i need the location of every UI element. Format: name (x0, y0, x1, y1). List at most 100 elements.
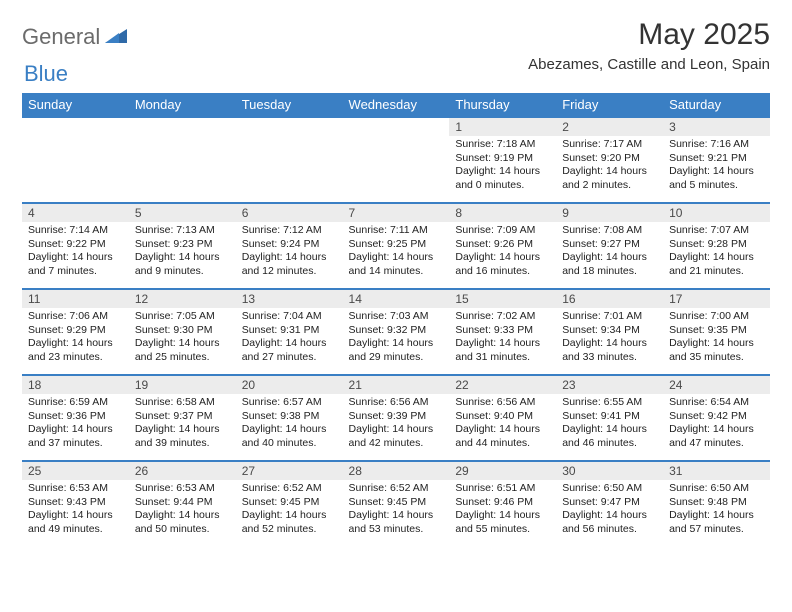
day-line: Sunset: 9:39 PM (349, 410, 444, 424)
day-line: Sunset: 9:31 PM (242, 324, 337, 338)
day-data: Sunrise: 6:54 AMSunset: 9:42 PMDaylight:… (663, 394, 770, 455)
day-data: Sunrise: 7:11 AMSunset: 9:25 PMDaylight:… (343, 222, 450, 283)
day-line: Sunset: 9:28 PM (669, 238, 764, 252)
day-line: Daylight: 14 hours (135, 509, 230, 523)
day-data: Sunrise: 7:06 AMSunset: 9:29 PMDaylight:… (22, 308, 129, 369)
day-line: Sunrise: 6:52 AM (349, 482, 444, 496)
day-line: Sunrise: 7:08 AM (562, 224, 657, 238)
day-line: Daylight: 14 hours (242, 251, 337, 265)
location: Abezames, Castille and Leon, Spain (528, 56, 770, 73)
day-number: 8 (449, 204, 556, 222)
day-number: 15 (449, 290, 556, 308)
day-cell: 30Sunrise: 6:50 AMSunset: 9:47 PMDayligh… (556, 461, 663, 547)
day-line: Sunrise: 6:53 AM (28, 482, 123, 496)
day-data: Sunrise: 7:16 AMSunset: 9:21 PMDaylight:… (663, 136, 770, 197)
day-line: Daylight: 14 hours (349, 251, 444, 265)
day-number: 27 (236, 462, 343, 480)
week-row: 18Sunrise: 6:59 AMSunset: 9:36 PMDayligh… (22, 375, 770, 461)
day-header: Tuesday (236, 93, 343, 117)
calendar-table: Sunday Monday Tuesday Wednesday Thursday… (22, 93, 770, 547)
day-line: Daylight: 14 hours (455, 423, 550, 437)
day-line: Sunset: 9:41 PM (562, 410, 657, 424)
day-line: and 46 minutes. (562, 437, 657, 451)
day-line: Daylight: 14 hours (349, 509, 444, 523)
day-line: Sunrise: 6:56 AM (455, 396, 550, 410)
day-line: Daylight: 14 hours (242, 509, 337, 523)
day-line: Daylight: 14 hours (562, 251, 657, 265)
calendar-body: 1Sunrise: 7:18 AMSunset: 9:19 PMDaylight… (22, 117, 770, 547)
day-cell: 17Sunrise: 7:00 AMSunset: 9:35 PMDayligh… (663, 289, 770, 375)
day-line: Daylight: 14 hours (28, 251, 123, 265)
day-line: Sunrise: 7:14 AM (28, 224, 123, 238)
day-line: and 5 minutes. (669, 179, 764, 193)
day-cell: 18Sunrise: 6:59 AMSunset: 9:36 PMDayligh… (22, 375, 129, 461)
day-number: 7 (343, 204, 450, 222)
day-cell: 8Sunrise: 7:09 AMSunset: 9:26 PMDaylight… (449, 203, 556, 289)
day-data: Sunrise: 6:55 AMSunset: 9:41 PMDaylight:… (556, 394, 663, 455)
day-line: Daylight: 14 hours (669, 165, 764, 179)
day-cell: 9Sunrise: 7:08 AMSunset: 9:27 PMDaylight… (556, 203, 663, 289)
day-line: Sunset: 9:19 PM (455, 152, 550, 166)
day-line: Daylight: 14 hours (562, 509, 657, 523)
day-number: 3 (663, 118, 770, 136)
day-data: Sunrise: 7:00 AMSunset: 9:35 PMDaylight:… (663, 308, 770, 369)
day-line: Sunrise: 7:03 AM (349, 310, 444, 324)
day-cell: 14Sunrise: 7:03 AMSunset: 9:32 PMDayligh… (343, 289, 450, 375)
day-data: Sunrise: 6:58 AMSunset: 9:37 PMDaylight:… (129, 394, 236, 455)
day-data: Sunrise: 6:59 AMSunset: 9:36 PMDaylight:… (22, 394, 129, 455)
day-line: and 27 minutes. (242, 351, 337, 365)
day-number: 28 (343, 462, 450, 480)
day-line: Daylight: 14 hours (669, 251, 764, 265)
day-line: and 57 minutes. (669, 523, 764, 537)
day-cell: 15Sunrise: 7:02 AMSunset: 9:33 PMDayligh… (449, 289, 556, 375)
day-line: and 7 minutes. (28, 265, 123, 279)
day-line: and 14 minutes. (349, 265, 444, 279)
day-data: Sunrise: 6:56 AMSunset: 9:40 PMDaylight:… (449, 394, 556, 455)
day-data: Sunrise: 6:53 AMSunset: 9:43 PMDaylight:… (22, 480, 129, 541)
day-cell: 24Sunrise: 6:54 AMSunset: 9:42 PMDayligh… (663, 375, 770, 461)
day-line: Sunrise: 7:05 AM (135, 310, 230, 324)
day-number: 5 (129, 204, 236, 222)
day-line: Daylight: 14 hours (135, 337, 230, 351)
day-data: Sunrise: 7:13 AMSunset: 9:23 PMDaylight:… (129, 222, 236, 283)
day-data: Sunrise: 7:14 AMSunset: 9:22 PMDaylight:… (22, 222, 129, 283)
day-line: Daylight: 14 hours (669, 509, 764, 523)
day-line: Sunrise: 7:13 AM (135, 224, 230, 238)
day-line: Sunset: 9:26 PM (455, 238, 550, 252)
day-data: Sunrise: 6:52 AMSunset: 9:45 PMDaylight:… (236, 480, 343, 541)
day-line: Sunrise: 7:07 AM (669, 224, 764, 238)
day-number: 6 (236, 204, 343, 222)
day-header: Monday (129, 93, 236, 117)
day-line: Daylight: 14 hours (28, 509, 123, 523)
day-line: and 16 minutes. (455, 265, 550, 279)
day-line: Sunset: 9:24 PM (242, 238, 337, 252)
day-number: 12 (129, 290, 236, 308)
day-line: Sunrise: 7:06 AM (28, 310, 123, 324)
day-number: 29 (449, 462, 556, 480)
day-line: Sunrise: 6:59 AM (28, 396, 123, 410)
day-line: and 18 minutes. (562, 265, 657, 279)
day-line: Daylight: 14 hours (349, 423, 444, 437)
day-line: Daylight: 14 hours (455, 337, 550, 351)
day-cell: 26Sunrise: 6:53 AMSunset: 9:44 PMDayligh… (129, 461, 236, 547)
day-number: 23 (556, 376, 663, 394)
day-line: Sunrise: 7:04 AM (242, 310, 337, 324)
day-cell: 20Sunrise: 6:57 AMSunset: 9:38 PMDayligh… (236, 375, 343, 461)
day-line: and 9 minutes. (135, 265, 230, 279)
day-line: and 53 minutes. (349, 523, 444, 537)
day-line: Daylight: 14 hours (562, 423, 657, 437)
day-line: Sunset: 9:27 PM (562, 238, 657, 252)
day-data: Sunrise: 6:52 AMSunset: 9:45 PMDaylight:… (343, 480, 450, 541)
day-line: Sunset: 9:23 PM (135, 238, 230, 252)
day-line: Sunset: 9:33 PM (455, 324, 550, 338)
day-line: Sunset: 9:38 PM (242, 410, 337, 424)
day-data: Sunrise: 6:51 AMSunset: 9:46 PMDaylight:… (449, 480, 556, 541)
day-line: Sunset: 9:43 PM (28, 496, 123, 510)
day-line: and 29 minutes. (349, 351, 444, 365)
day-line: and 35 minutes. (669, 351, 764, 365)
day-line: Sunset: 9:45 PM (349, 496, 444, 510)
day-cell: 12Sunrise: 7:05 AMSunset: 9:30 PMDayligh… (129, 289, 236, 375)
day-cell: 5Sunrise: 7:13 AMSunset: 9:23 PMDaylight… (129, 203, 236, 289)
day-number: 2 (556, 118, 663, 136)
day-line: Sunset: 9:44 PM (135, 496, 230, 510)
